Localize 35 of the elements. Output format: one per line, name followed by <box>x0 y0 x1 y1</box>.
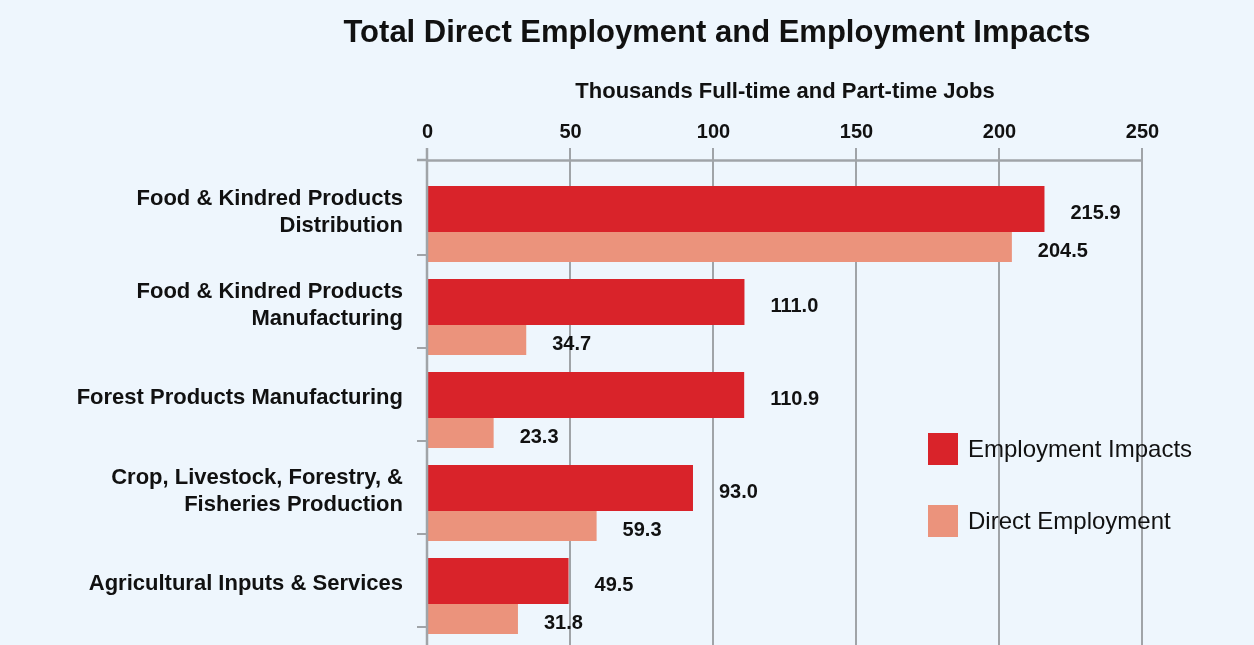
bar <box>427 418 494 448</box>
bar <box>427 604 518 634</box>
x-tick-label: 150 <box>839 120 874 142</box>
y-tick-label: Forest Products Manufacturing <box>76 384 403 409</box>
y-tick-label: Agricultural Inputs & Services <box>88 570 403 595</box>
data-label: 93.0 <box>718 480 758 502</box>
bar <box>427 186 1045 232</box>
legend-label: Direct Employment <box>968 507 1172 534</box>
y-tick-label: Crop, Livestock, Forestry, & Fisheries Production <box>111 464 404 516</box>
data-label: 215.9 <box>1070 201 1121 223</box>
bar <box>427 558 569 604</box>
bar <box>427 465 693 511</box>
x-axis-title: Thousands Full-time and Part-time Jobs <box>575 78 995 103</box>
y-tick-label: Food & Kindred Products Distribution <box>136 185 403 237</box>
chart-title: Total Direct Employment and Employment Impacts <box>343 14 1091 49</box>
x-tick-label: 50 <box>559 120 582 142</box>
data-label: 111.0 <box>770 294 819 316</box>
bar <box>427 325 527 355</box>
data-label: 110.9 <box>770 387 820 409</box>
data-label: 34.7 <box>552 332 592 354</box>
legend-label: Employment Impacts <box>968 435 1193 462</box>
bar <box>427 372 745 418</box>
x-tick-label: 250 <box>1125 120 1160 142</box>
data-label: 49.5 <box>594 573 634 595</box>
bar <box>427 232 1012 262</box>
bar <box>427 511 597 541</box>
y-tick-label: Food & Kindred Products Manufacturing <box>136 278 403 330</box>
x-tick-label: 0 <box>421 120 434 142</box>
x-tick-label: 100 <box>696 120 731 142</box>
data-label: 23.3 <box>519 425 559 447</box>
data-label: 59.3 <box>622 518 662 540</box>
data-label: 31.8 <box>543 611 583 633</box>
bar <box>427 279 745 325</box>
data-label: 204.5 <box>1037 239 1088 261</box>
x-tick-label: 200 <box>982 120 1017 142</box>
